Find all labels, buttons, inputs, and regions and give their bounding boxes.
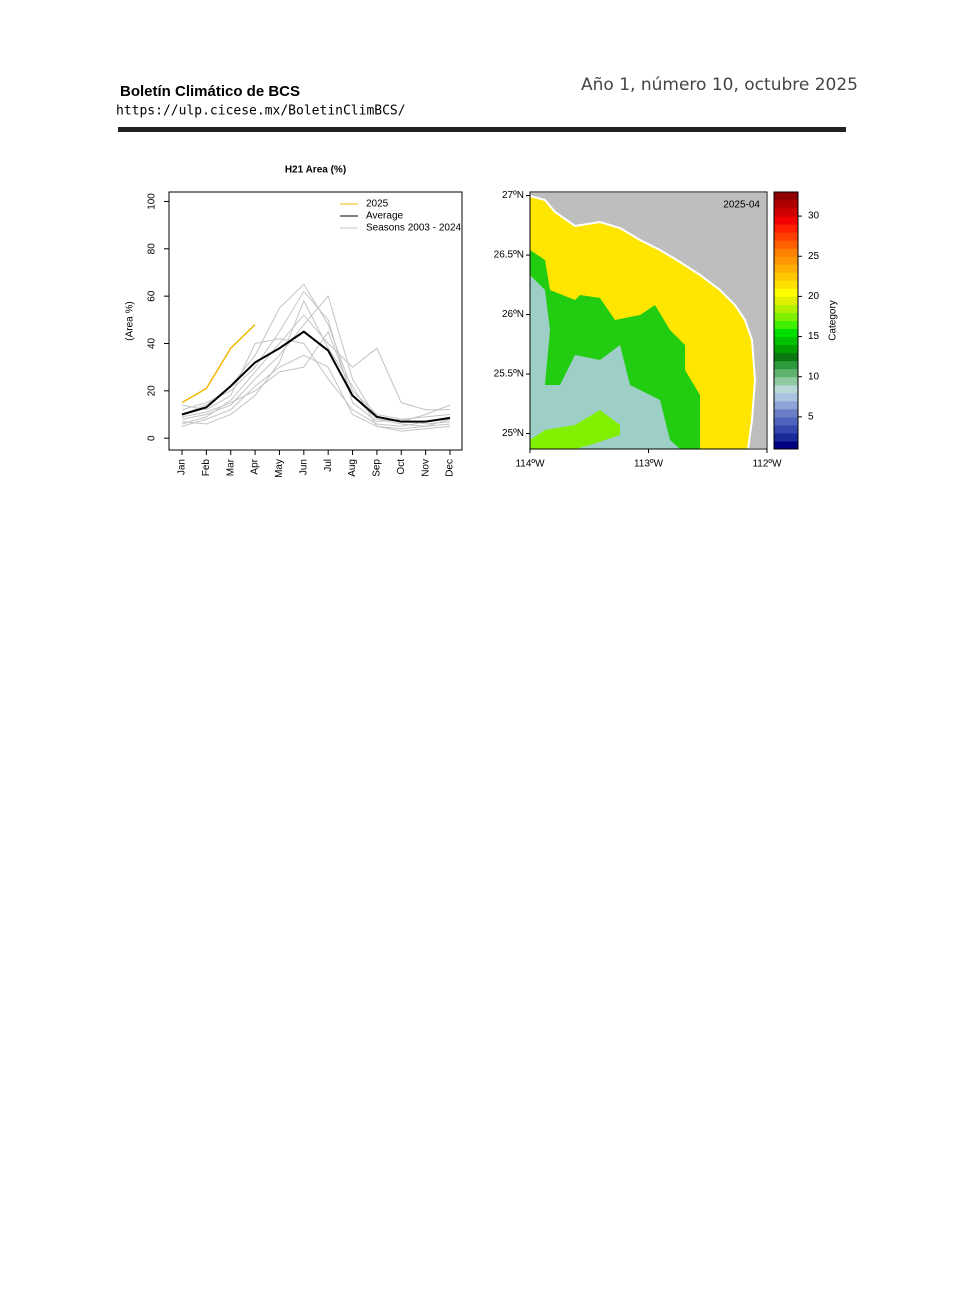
map-title: 2025-04 [723, 200, 760, 211]
header-rule [118, 127, 846, 132]
y-tick-label: 100 [147, 193, 158, 210]
y-tick-label: 27ºN [502, 190, 524, 201]
colorbar-cell [774, 216, 798, 225]
colorbar-tick-label: 30 [808, 211, 820, 222]
season-line [181, 290, 451, 423]
colorbar-cell [774, 352, 798, 362]
x-tick-label: 112ºW [752, 459, 782, 470]
colorbar-cell [774, 416, 798, 426]
plot-frame [168, 191, 463, 451]
x-tick-label: Apr [250, 458, 261, 474]
x-tick-label: Sep [372, 459, 383, 477]
colorbar-cell [774, 200, 798, 209]
x-tick-label: Aug [347, 459, 358, 477]
x-tick-label: Jan [177, 459, 188, 475]
colorbar-cell [774, 344, 798, 354]
colorbar-cell [774, 280, 798, 289]
colorbar-tick-label: 5 [808, 412, 814, 423]
y-tick-label: 20 [147, 385, 158, 397]
colorbar-cell [774, 320, 798, 330]
x-tick-label: Feb [201, 459, 212, 477]
header-title: Boletín Climático de BCS [120, 83, 300, 100]
y-tick-label: 25ºN [502, 428, 524, 439]
y-axis-label: (Area %) [125, 301, 136, 340]
colorbar-cell [774, 304, 798, 313]
colorbar-tick-label: 20 [808, 291, 820, 302]
colorbar-cell [774, 400, 798, 410]
x-tick-label: May [274, 459, 285, 478]
header-issue: Año 1, número 10, octubre 2025 [581, 75, 858, 95]
series-line [181, 330, 451, 423]
colorbar-cell [774, 288, 798, 297]
y-tick-label: 25.5ºN [494, 369, 524, 380]
y-tick-label: 40 [147, 337, 158, 349]
colorbar-cell [774, 432, 798, 442]
colorbar-tick-label: 25 [808, 251, 820, 262]
legend-label: Seasons 2003 - 2024 [366, 223, 462, 234]
colorbar-cell [774, 264, 798, 273]
season-line [181, 330, 451, 423]
colorbar-cell [774, 224, 798, 233]
x-tick-label: Jul [323, 459, 334, 472]
season-line [181, 295, 451, 427]
colorbar-tick-label: 15 [808, 331, 820, 342]
colorbar-cell [774, 440, 798, 450]
colorbar-cell [774, 368, 798, 378]
colorbar-tick-label: 10 [808, 371, 820, 382]
chart-title: H21 Area (%) [285, 165, 346, 176]
legend-label: Average [366, 211, 404, 222]
colorbar-cell [774, 384, 798, 394]
y-tick-label: 26ºN [502, 309, 524, 320]
colorbar-label: Category [828, 300, 839, 341]
season-line [181, 283, 451, 425]
colorbar-cell [774, 408, 798, 418]
colorbar-cell [774, 208, 798, 217]
x-tick-label: Nov [420, 459, 431, 477]
y-tick-label: 80 [147, 243, 158, 255]
colorbar-cell [774, 240, 798, 249]
season-line [181, 338, 451, 427]
colorbar-cell [774, 312, 798, 321]
colorbar-cell [774, 296, 798, 305]
series-line [181, 324, 256, 404]
y-tick-label: 0 [147, 435, 158, 441]
legend-label: 2025 [366, 199, 389, 210]
colorbar-cell [774, 328, 798, 338]
colorbar-cell [774, 248, 798, 257]
x-tick-label: Dec [445, 459, 456, 477]
colorbar-cell [774, 272, 798, 281]
colorbar-cell [774, 376, 798, 386]
colorbar-cell [774, 336, 798, 346]
colorbar-cell [774, 232, 798, 241]
x-tick-label: Mar [225, 458, 236, 476]
x-tick-label: Jun [298, 459, 309, 475]
map-regions [529, 191, 768, 450]
header-url: https://ulp.cicese.mx/BoletinClimBCS/ [116, 104, 406, 119]
colorbar-cell [774, 392, 798, 402]
colorbar-cell [774, 256, 798, 265]
x-tick-label: 113ºW [634, 459, 664, 470]
season-line [181, 299, 451, 432]
colorbar-cell [774, 360, 798, 370]
season-line [181, 314, 450, 425]
y-tick-label: 60 [147, 290, 158, 302]
x-tick-label: Oct [396, 459, 407, 475]
colorbar-frame [773, 191, 799, 450]
colorbar-cell [774, 424, 798, 434]
y-tick-label: 26.5ºN [494, 250, 524, 261]
colorbar-cell [774, 192, 798, 201]
x-tick-label: 114ºW [515, 459, 545, 470]
map-bluegray [530, 275, 680, 449]
map-lightgreen [530, 410, 620, 449]
